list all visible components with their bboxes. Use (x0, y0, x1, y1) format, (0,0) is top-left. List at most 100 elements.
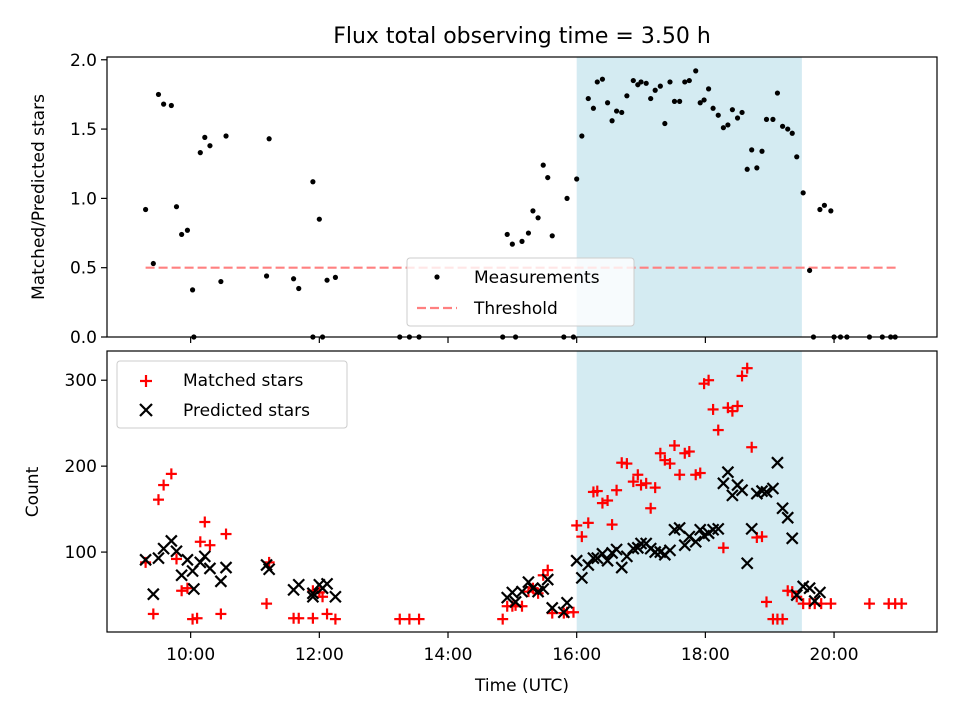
matched-star-point (777, 613, 789, 625)
measurement-point (613, 108, 620, 114)
predicted-star-point (663, 544, 677, 557)
matched-star-point (191, 612, 203, 624)
predicted-star-point (306, 587, 320, 600)
measurement-point (564, 195, 570, 201)
bottom-highlight-span (576, 351, 802, 632)
matched-star-point (896, 598, 908, 610)
legend-predicted-marker (139, 403, 153, 417)
measurement-point (693, 68, 699, 74)
matched-star-point (261, 598, 273, 610)
predicted-star-point (575, 571, 589, 585)
predicted-star-point (545, 601, 559, 615)
predicted-star-point (648, 545, 662, 559)
measurement-point (290, 276, 297, 282)
predicted-star-point (557, 605, 571, 619)
matched-star-point (176, 585, 188, 597)
predicted-star-point (735, 483, 749, 497)
legend-matched-label: Matched stars (183, 371, 303, 391)
measurement-point (682, 79, 688, 85)
matched-star-point (825, 598, 837, 610)
measurement-point (686, 77, 692, 84)
measurement-point (574, 176, 580, 182)
matched-star-point (756, 531, 768, 543)
predicted-star-point (740, 556, 754, 570)
matched-star-point (712, 424, 724, 436)
top-legend-box (406, 257, 635, 327)
y-tick-label: 300 (65, 371, 97, 391)
predicted-star-point (760, 485, 773, 499)
predicted-star-point (726, 489, 739, 502)
measurement-point (223, 133, 229, 139)
legend-predicted-label: Predicted stars (183, 401, 310, 421)
matched-star-point (627, 476, 639, 488)
predicted-star-point (181, 553, 194, 567)
y-tick-label: 1.5 (70, 120, 97, 140)
predicted-star-point (689, 535, 702, 549)
measurement-point (197, 150, 203, 156)
measurement-point (585, 95, 591, 102)
measurement-point (324, 277, 330, 283)
legend-measurements-marker (434, 274, 440, 280)
predicted-star-point (214, 575, 228, 588)
bottom-x-ticks: 10:00 12:00 14:00 16:00 18:00 20:00 (166, 632, 859, 665)
x-tick-label: 16:00 (552, 645, 601, 665)
chart-title: Flux total observing time = 3.50 h (333, 24, 711, 49)
matched-star-point (674, 469, 686, 481)
bottom-y-axis-label: Count (23, 466, 43, 517)
top-y-axis-label: Matched/Predicted stars (29, 94, 49, 300)
measurement-point (725, 122, 731, 128)
measurement-point (638, 79, 644, 85)
measurement-point (652, 87, 658, 93)
measurement-point (763, 116, 770, 122)
matched-star-point (649, 482, 661, 494)
measurement-point (173, 204, 180, 210)
measurement-point (794, 154, 800, 160)
predicted-star-point (771, 456, 784, 469)
predicted-star-point (536, 582, 550, 596)
measurement-points (143, 68, 898, 340)
measurement-point (729, 107, 735, 113)
predicted-star-point (147, 587, 160, 601)
predicted-star-point (785, 532, 799, 545)
matched-star-point (736, 370, 748, 382)
matched-star-point (215, 608, 227, 620)
matched-star-point (497, 613, 509, 625)
x-tick-label: 14:00 (424, 645, 473, 665)
measurement-point (332, 274, 339, 280)
measurement-point (549, 233, 555, 239)
predicted-star-point (813, 586, 827, 599)
measurement-point (599, 76, 606, 82)
measurement-point (705, 86, 712, 92)
matched-star-point (640, 477, 652, 489)
measurement-point (677, 98, 683, 104)
matched-star-point (194, 536, 206, 548)
predicted-star-point (139, 553, 152, 567)
matched-star-point (611, 484, 623, 496)
matched-star-point (760, 596, 772, 608)
predicted-star-point (766, 482, 780, 495)
measurement-point (754, 165, 760, 171)
measurement-point (821, 202, 828, 208)
matched-star-point (707, 403, 719, 415)
measurement-point (715, 112, 721, 118)
measurement-point (143, 206, 149, 213)
matched-star-point (181, 582, 193, 594)
y-tick-label: 200 (65, 457, 97, 477)
predicted-star-point (262, 562, 276, 576)
predicted-star-point (187, 582, 201, 596)
measurement-point (817, 206, 823, 213)
predicted-star-point (165, 534, 178, 548)
predicted-star-point (329, 590, 342, 604)
measurement-point (540, 162, 546, 168)
matched-star-point (591, 485, 603, 497)
bottom-legend: Matched stars Predicted stars (116, 360, 348, 429)
measurement-point (759, 148, 765, 154)
measurement-point (168, 102, 174, 109)
x-tick-label: 10:00 (166, 645, 215, 665)
matched-star-point (170, 553, 182, 565)
y-tick-label: 2.0 (70, 51, 97, 71)
matched-star-point (307, 612, 319, 624)
measurement-point (785, 126, 791, 132)
matched-star-point (571, 519, 583, 531)
